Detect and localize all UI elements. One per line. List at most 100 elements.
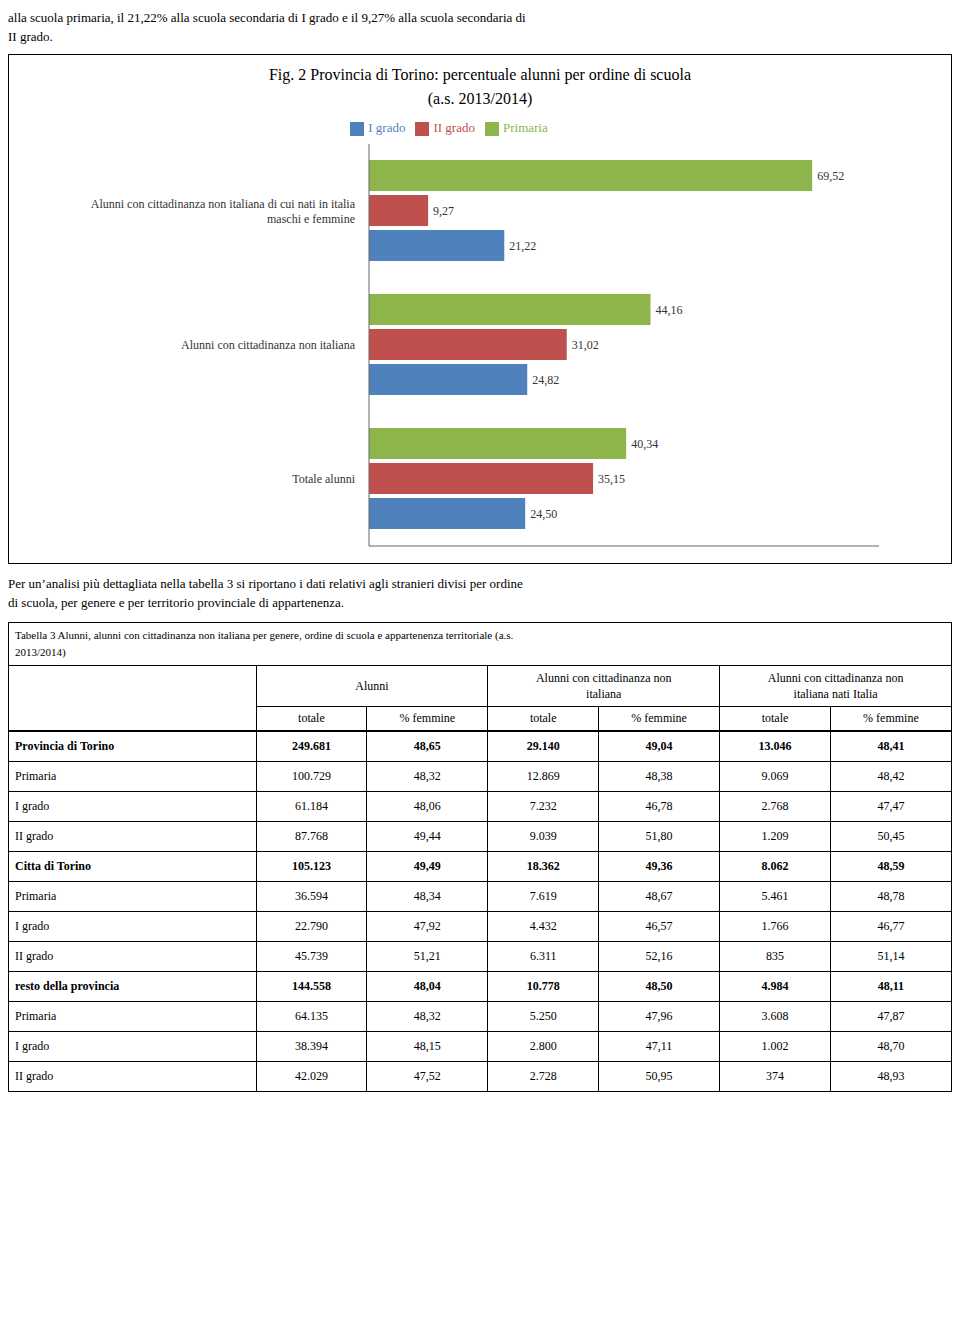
- svg-text:Alunni con cittadinanza non it: Alunni con cittadinanza non italiana: [181, 338, 356, 352]
- html-text:48,67: 48,67: [645, 888, 673, 903]
- html-text:51,80: 51,80: [645, 828, 673, 843]
- html-text:38.394: 38.394: [294, 1038, 328, 1053]
- html-text:7.619: 7.619: [529, 888, 557, 903]
- html-text:48,34: 48,34: [413, 888, 441, 903]
- html-text:64.135: 64.135: [294, 1008, 328, 1023]
- html-text:48,11: 48,11: [877, 978, 905, 993]
- html-text:2.800: 2.800: [529, 1038, 557, 1053]
- html-text:49,36: 49,36: [645, 858, 673, 873]
- html-text:48,04: 48,04: [413, 978, 441, 993]
- html-text:4.432: 4.432: [529, 918, 557, 933]
- html-text:61.184: 61.184: [294, 798, 328, 813]
- html-text:1.002: 1.002: [761, 1038, 789, 1053]
- html-text:47,87: 47,87: [877, 1008, 905, 1023]
- svg-text:Totale alunni: Totale alunni: [292, 472, 355, 486]
- html-text:47,92: 47,92: [413, 918, 441, 933]
- html-text:resto della provincia: resto della provincia: [15, 978, 120, 993]
- html-text:18.362: 18.362: [526, 858, 560, 873]
- svg-text:21,22: 21,22: [509, 239, 536, 253]
- html-text:42.029: 42.029: [294, 1068, 328, 1083]
- svg-text:31,02: 31,02: [572, 338, 599, 352]
- html-text:100.729: 100.729: [291, 768, 331, 783]
- html-text:3.608: 3.608: [761, 1008, 789, 1023]
- html-text:Citta di Torino: Citta di Torino: [15, 858, 91, 873]
- html-text:Primaria: Primaria: [15, 888, 57, 903]
- html-text:48,06: 48,06: [413, 798, 441, 813]
- html-text:29.140: 29.140: [526, 738, 560, 753]
- html-text:10.778: 10.778: [526, 978, 560, 993]
- html-text:II grado: II grado: [15, 828, 54, 843]
- html-text:Per un’analisi più dettagliata: Per un’analisi più dettagliata nella tab…: [8, 576, 523, 591]
- html-text:12.869: 12.869: [526, 768, 560, 783]
- html-text:52,16: 52,16: [645, 948, 673, 963]
- html-text:Provincia di Torino: Provincia di Torino: [15, 738, 115, 753]
- html-text:48,50: 48,50: [645, 978, 673, 993]
- html-text:87.768: 87.768: [294, 828, 328, 843]
- html-text:6.311: 6.311: [529, 948, 557, 963]
- html-text:I grado: I grado: [15, 1038, 50, 1053]
- html-text:49,04: 49,04: [645, 738, 673, 753]
- html-text:46,77: 46,77: [877, 918, 905, 933]
- html-text:48,32: 48,32: [413, 768, 441, 783]
- html-text:47,96: 47,96: [645, 1008, 673, 1023]
- html-text:I grado: I grado: [15, 918, 50, 933]
- html-text:7.232: 7.232: [529, 798, 557, 813]
- html-text:48,65: 48,65: [413, 738, 441, 753]
- html-text:5.461: 5.461: [761, 888, 789, 903]
- html-text:9.039: 9.039: [529, 828, 557, 843]
- html-text:48,59: 48,59: [877, 858, 905, 873]
- svg-text:24,82: 24,82: [532, 373, 559, 387]
- html-text:36.594: 36.594: [294, 888, 328, 903]
- html-text:Primaria: Primaria: [15, 768, 57, 783]
- html-text:8.062: 8.062: [761, 858, 789, 873]
- html-text:47,47: 47,47: [877, 798, 905, 813]
- svg-text:69,52: 69,52: [817, 169, 844, 183]
- html-text:49,49: 49,49: [413, 858, 441, 873]
- html-text:Fig. 2 Provincia di Torino: pe: Fig. 2 Provincia di Torino: percentuale …: [269, 66, 691, 83]
- html-text:48,38: 48,38: [645, 768, 673, 783]
- html-text:4.984: 4.984: [761, 978, 789, 993]
- html-text:Primaria: Primaria: [15, 1008, 57, 1023]
- html-text:alla scuola primaria, il 21,22: alla scuola primaria, il 21,22% alla scu…: [8, 10, 526, 25]
- html-text:48,70: 48,70: [877, 1038, 905, 1053]
- svg-text:9,27: 9,27: [433, 204, 454, 218]
- html-text:48,78: 48,78: [877, 888, 905, 903]
- html-text:835: 835: [766, 948, 784, 963]
- svg-text:Alunni con cittadinanza non it: Alunni con cittadinanza non italiana di …: [91, 197, 356, 226]
- html-text:48,15: 48,15: [413, 1038, 441, 1053]
- svg-text:44,16: 44,16: [656, 303, 683, 317]
- html-text:Primaria: Primaria: [503, 120, 548, 135]
- html-text:I grado: I grado: [368, 120, 406, 135]
- html-text:13.046: 13.046: [758, 738, 792, 753]
- html-text:48,41: 48,41: [877, 738, 905, 753]
- html-text:1.209: 1.209: [761, 828, 789, 843]
- html-text:46,57: 46,57: [645, 918, 673, 933]
- html-text:51,14: 51,14: [877, 948, 905, 963]
- html-text:II grado: II grado: [15, 1068, 54, 1083]
- html-text:(a.s. 2013/2014): (a.s. 2013/2014): [427, 90, 533, 107]
- html-text:46,78: 46,78: [645, 798, 673, 813]
- html-text:51,21: 51,21: [413, 948, 441, 963]
- html-text:249.681: 249.681: [291, 738, 331, 753]
- html-text:II grado: II grado: [15, 948, 54, 963]
- html-text:105.123: 105.123: [291, 858, 331, 873]
- html-text:48,32: 48,32: [413, 1008, 441, 1023]
- html-text:1.766: 1.766: [761, 918, 789, 933]
- html-text:48,42: 48,42: [877, 768, 905, 783]
- html-text:II grado: II grado: [433, 120, 475, 135]
- svg-text:24,50: 24,50: [530, 507, 557, 521]
- html-text:5.250: 5.250: [529, 1008, 557, 1023]
- html-text:22.790: 22.790: [294, 918, 328, 933]
- svg-text:35,15: 35,15: [598, 472, 625, 486]
- html-text:144.558: 144.558: [291, 978, 331, 993]
- html-text:I grado: I grado: [15, 798, 50, 813]
- html-text:49,44: 49,44: [413, 828, 441, 843]
- html-text:2.768: 2.768: [761, 798, 789, 813]
- html-text:50,45: 50,45: [877, 828, 905, 843]
- html-text:di scuola, per genere e per te: di scuola, per genere e per territorio p…: [8, 595, 344, 610]
- html-text:9.069: 9.069: [761, 768, 789, 783]
- svg-text:40,34: 40,34: [631, 437, 658, 451]
- html-text:II grado.: II grado.: [8, 29, 53, 44]
- html-text:47,11: 47,11: [645, 1038, 673, 1053]
- html-text:45.739: 45.739: [294, 948, 328, 963]
